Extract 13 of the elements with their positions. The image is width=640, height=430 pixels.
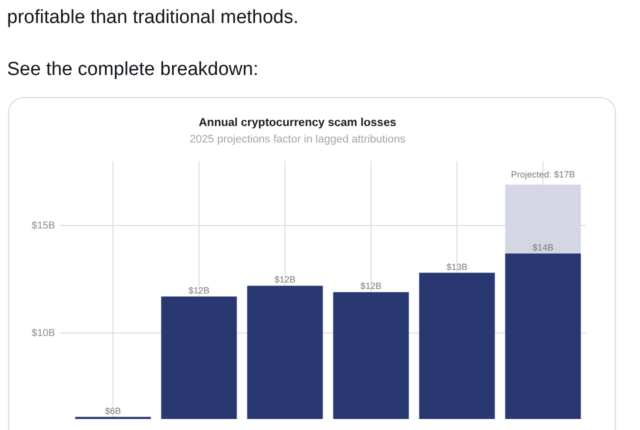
data-label: $12B: [188, 285, 210, 296]
data-label: $6B: [104, 406, 122, 416]
text: See the complete breakdown:: [7, 58, 260, 82]
data-label: $12B: [274, 274, 296, 285]
chart-title: Annual cryptocurrency scam losses: [198, 117, 396, 130]
data-label: $13B: [446, 262, 468, 272]
y-tick-label: $15B: [32, 220, 56, 232]
data-label: $14B: [532, 242, 554, 252]
total-label: Projected: $17B: [510, 170, 576, 180]
text: profitable than traditional methods.: [7, 6, 300, 30]
data-label: $12B: [360, 281, 382, 292]
chart-subtitle: 2025 projections factor in lagged attributions: [190, 133, 406, 146]
y-tick-label: $10B: [32, 328, 56, 339]
